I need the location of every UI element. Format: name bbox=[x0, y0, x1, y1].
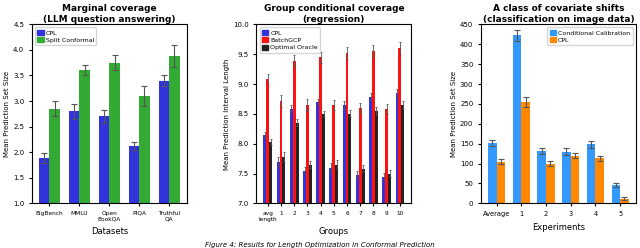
Bar bbox=[266, 79, 269, 248]
Bar bbox=[385, 109, 388, 248]
Bar bbox=[388, 174, 391, 248]
Bar bbox=[49, 109, 60, 248]
Y-axis label: Mean Prediction Set Size: Mean Prediction Set Size bbox=[4, 71, 10, 157]
X-axis label: Experiments: Experiments bbox=[532, 222, 585, 232]
Bar bbox=[349, 114, 351, 248]
Bar bbox=[269, 142, 272, 248]
Bar bbox=[264, 135, 266, 248]
Legend: CPL, Split Conformal: CPL, Split Conformal bbox=[35, 28, 97, 45]
Bar bbox=[296, 123, 299, 248]
Bar bbox=[369, 97, 372, 248]
Bar bbox=[396, 93, 399, 248]
Bar bbox=[546, 164, 555, 203]
Bar bbox=[322, 114, 325, 248]
Bar bbox=[401, 105, 404, 248]
Bar bbox=[159, 81, 169, 248]
Bar bbox=[140, 96, 150, 248]
Text: Figure 4: Results for Length Optimization in Conformal Prediction: Figure 4: Results for Length Optimizatio… bbox=[205, 242, 435, 248]
X-axis label: Datasets: Datasets bbox=[91, 227, 128, 236]
Y-axis label: Mean Prediction Interval Length: Mean Prediction Interval Length bbox=[224, 58, 230, 170]
Bar bbox=[346, 53, 349, 248]
Bar bbox=[276, 162, 280, 248]
Bar bbox=[372, 51, 375, 248]
Bar bbox=[562, 152, 571, 203]
Bar bbox=[362, 169, 365, 248]
Bar bbox=[399, 48, 401, 248]
Bar bbox=[522, 102, 530, 203]
Bar bbox=[335, 165, 338, 248]
Bar bbox=[169, 56, 180, 248]
Bar bbox=[319, 57, 322, 248]
Bar bbox=[571, 156, 579, 203]
Bar bbox=[280, 101, 282, 248]
Bar bbox=[342, 105, 346, 248]
Bar bbox=[538, 151, 546, 203]
Title: A class of covariate shifts
(classification on image data): A class of covariate shifts (classificat… bbox=[483, 4, 634, 24]
Bar bbox=[290, 109, 292, 248]
Bar bbox=[359, 108, 362, 248]
Bar bbox=[316, 102, 319, 248]
Legend: CPL, BatchGCP, Optimal Oracle: CPL, BatchGCP, Optimal Oracle bbox=[260, 28, 320, 53]
X-axis label: Groups: Groups bbox=[319, 227, 349, 236]
Bar bbox=[303, 171, 306, 248]
Y-axis label: Mean Prediction Set Size: Mean Prediction Set Size bbox=[451, 71, 457, 157]
Bar bbox=[587, 145, 595, 203]
Bar bbox=[109, 63, 120, 248]
Bar bbox=[69, 111, 79, 248]
Bar bbox=[330, 168, 332, 248]
Bar bbox=[620, 199, 628, 203]
Bar bbox=[306, 105, 309, 248]
Legend: Conditional Calibration, CPL: Conditional Calibration, CPL bbox=[547, 28, 633, 45]
Bar bbox=[611, 186, 620, 203]
Bar bbox=[488, 143, 497, 203]
Bar bbox=[513, 35, 522, 203]
Bar bbox=[39, 158, 49, 248]
Title: Marginal coverage
(LLM question answering): Marginal coverage (LLM question answerin… bbox=[43, 4, 175, 24]
Bar bbox=[79, 70, 90, 248]
Bar bbox=[497, 162, 506, 203]
Bar bbox=[356, 175, 359, 248]
Bar bbox=[375, 111, 378, 248]
Bar bbox=[382, 177, 385, 248]
Bar bbox=[595, 158, 604, 203]
Bar bbox=[282, 157, 285, 248]
Bar bbox=[332, 105, 335, 248]
Bar bbox=[292, 61, 296, 248]
Title: Group conditional coverage
(regression): Group conditional coverage (regression) bbox=[264, 4, 404, 24]
Bar bbox=[99, 116, 109, 248]
Bar bbox=[309, 165, 312, 248]
Bar bbox=[129, 146, 140, 248]
